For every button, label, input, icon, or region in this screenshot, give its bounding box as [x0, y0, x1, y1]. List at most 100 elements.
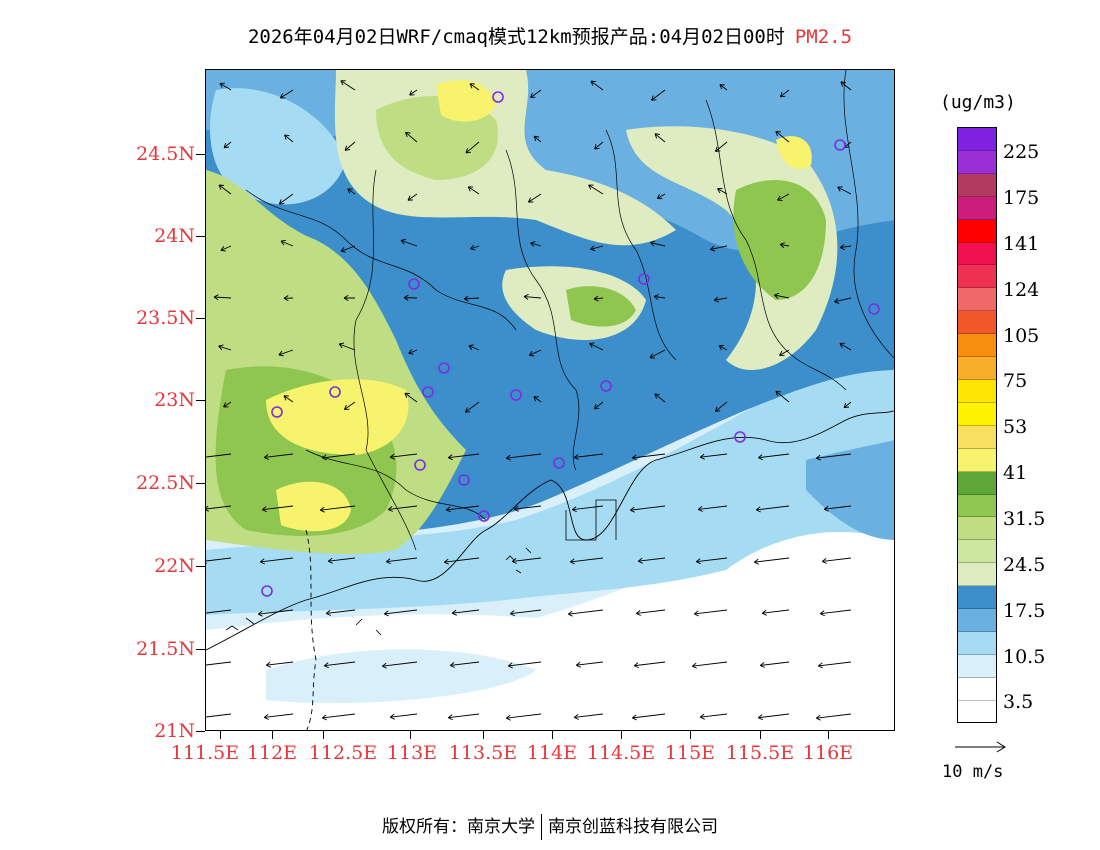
lat-label: 21.5N [136, 638, 195, 660]
wind-arrow [347, 188, 356, 195]
title-pollutant: PM2.5 [794, 26, 853, 48]
legend-swatch [958, 288, 996, 312]
wind-arrow [451, 609, 480, 616]
legend-swatch [958, 265, 996, 289]
lon-tick [220, 731, 221, 739]
wind-arrow [464, 401, 480, 413]
legend-swatch [958, 677, 996, 701]
lon-tick [690, 731, 691, 739]
wind-arrow [695, 557, 728, 565]
yellow-hotspot-1 [266, 379, 409, 455]
bay-outline [565, 499, 617, 541]
wind-arrow [321, 713, 356, 721]
legend-swatch [958, 173, 996, 197]
wind-arrow [719, 84, 728, 91]
lon-tick [323, 731, 324, 739]
wind-arrow [753, 557, 790, 565]
legend-swatch [958, 654, 996, 678]
wind-arrow [775, 390, 790, 403]
wind-arrow [757, 713, 790, 721]
wind-arrow [779, 349, 790, 357]
lat-label: 23N [154, 389, 195, 411]
lon-label: 114.5E [586, 742, 656, 764]
wind-arrow [218, 184, 232, 195]
legend-swatch [958, 357, 996, 380]
legend-swatch [958, 334, 996, 358]
wind-arrow [220, 245, 232, 252]
sea-light-patch [266, 649, 536, 704]
wind-arrow [408, 349, 418, 355]
map-panel[interactable] [205, 69, 895, 731]
wind-arrow [530, 89, 542, 99]
wind-arrow [834, 297, 852, 304]
lon-label: 115E [664, 742, 716, 764]
wind-vectors [206, 80, 852, 721]
wind-arrow [635, 609, 666, 616]
wind-arrow [714, 401, 728, 412]
legend-swatch [958, 586, 996, 610]
lon-label: 116E [802, 742, 854, 764]
wind-arrow [699, 713, 728, 720]
lon-label: 114E [526, 742, 578, 764]
legend-label: 31.5 [1003, 508, 1046, 530]
wind-arrow [280, 239, 294, 247]
lon-tick [552, 731, 553, 739]
station-marker [414, 459, 426, 471]
admin-boundary-2 [505, 149, 580, 471]
lat-tick [196, 566, 205, 567]
map-canvas [206, 70, 894, 730]
wind-arrow [573, 453, 604, 460]
lat-tick [196, 236, 205, 237]
wind-arrow [344, 141, 356, 151]
wind-arrow [819, 609, 852, 617]
legend-swatch [958, 425, 996, 449]
wind-arrow [509, 609, 542, 617]
wind-arrow [631, 453, 666, 461]
wind-arrow [381, 661, 418, 669]
wind-arrow [218, 344, 232, 351]
wind-arrow [757, 453, 790, 461]
wind-arrow [593, 401, 604, 410]
wind-arrow [650, 240, 666, 247]
lat-label: 21N [154, 720, 195, 742]
legend-swatch [958, 631, 996, 655]
wind-arrow [407, 193, 418, 201]
wind-arrow [839, 244, 852, 250]
wind-arrow [843, 401, 852, 409]
wind-arrow [257, 609, 294, 617]
legend-unit: (ug/m3) [940, 92, 1016, 113]
wind-arrow [569, 557, 604, 565]
legend-label: 17.5 [1003, 600, 1046, 622]
wind-arrow [815, 713, 852, 721]
wind-arrow [223, 141, 232, 149]
wind-arrow [338, 342, 356, 351]
legend-label: 141 [1003, 233, 1040, 255]
wind-arrow [821, 557, 852, 564]
legend-label: 105 [1003, 325, 1040, 347]
wind-arrow [279, 89, 294, 99]
wind-arrow [631, 713, 666, 721]
wind-arrow [343, 295, 356, 301]
station-marker [638, 273, 650, 285]
wind-arrow [590, 80, 604, 91]
wind-arrow [389, 713, 418, 720]
wind-arrow [325, 609, 356, 616]
legend-swatch [958, 150, 996, 174]
wind-arrow [323, 661, 356, 669]
lat-label: 22.5N [136, 472, 195, 494]
legend-swatch [958, 379, 996, 403]
lat-tick [196, 731, 205, 732]
station-marker [271, 406, 283, 418]
wind-arrow [528, 349, 542, 357]
lon-label: 113.5E [448, 742, 518, 764]
wind-arrow [283, 295, 294, 302]
legend-label: 75 [1003, 370, 1028, 392]
nw-light-blue [210, 88, 346, 205]
lat-tick [196, 318, 205, 319]
green-mid-patch [566, 286, 636, 327]
station-marker [478, 510, 490, 522]
wind-arrow [777, 193, 790, 201]
wind-arrow [278, 349, 294, 357]
wind-arrow [567, 609, 604, 617]
wind-arrow [633, 661, 666, 669]
